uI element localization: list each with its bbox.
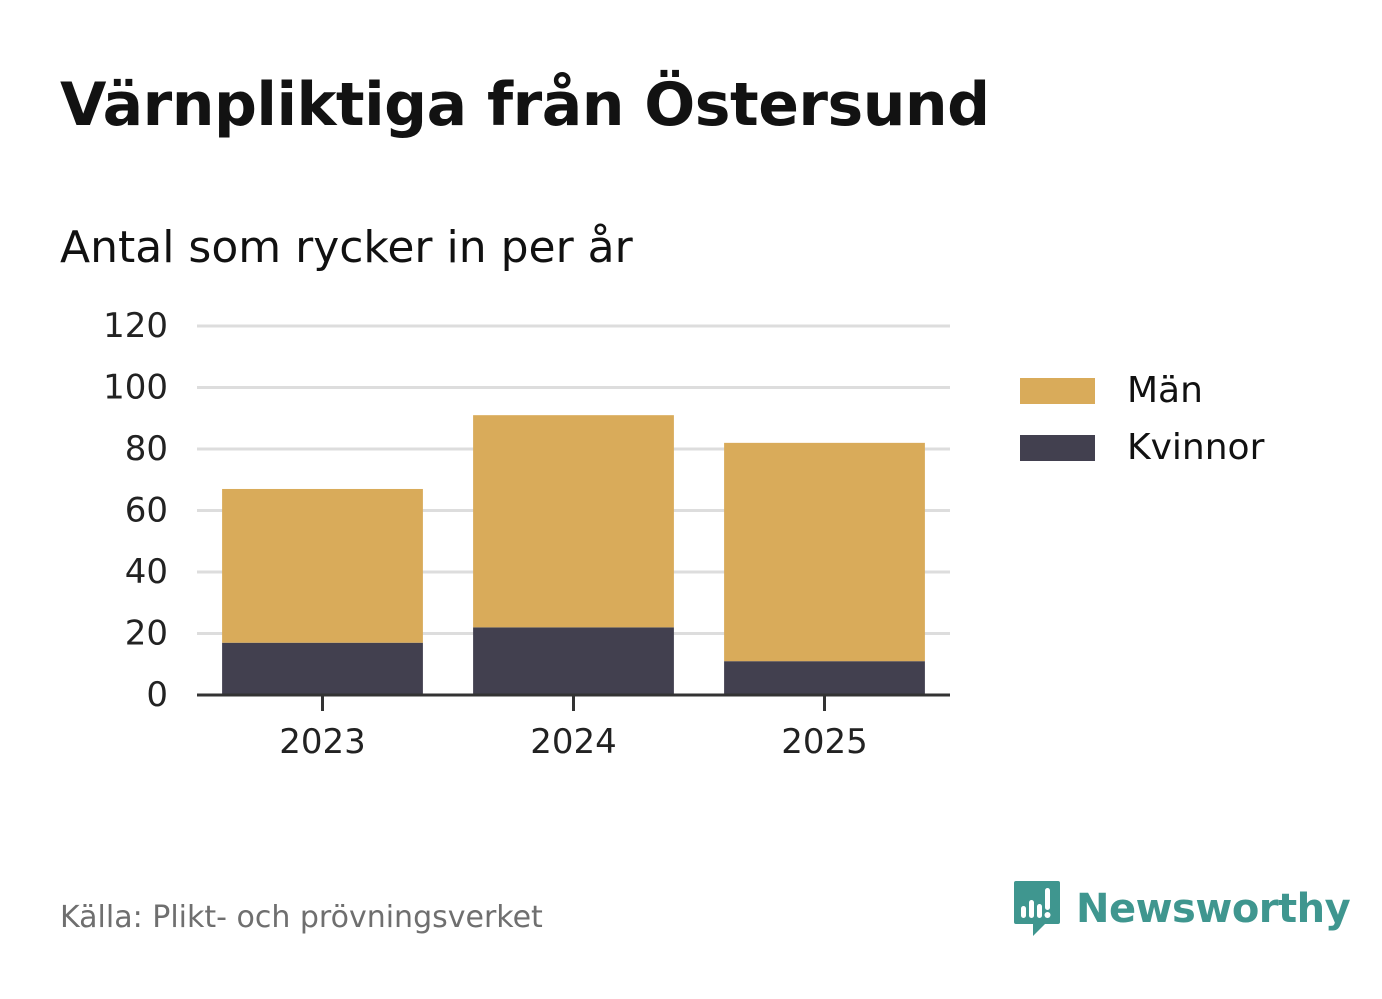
legend-swatch-man (1020, 377, 1095, 404)
y-tick-label-40: 40 (125, 552, 168, 592)
x-tick-label-2025: 2025 (781, 722, 868, 762)
bar-kvinnor-2024 (473, 627, 674, 695)
y-tick-label-80: 80 (125, 429, 168, 469)
bar-man-2025 (724, 442, 925, 662)
bar-man-2024 (473, 415, 674, 628)
legend-label-kvinnor: Kvinnor (1127, 427, 1265, 468)
y-tick-label-0: 0 (146, 675, 168, 715)
y-tick-label-20: 20 (125, 614, 168, 654)
chart-title: Värnpliktiga från Östersund (60, 70, 990, 140)
legend-item-man: Män (1020, 362, 1264, 419)
brand-logo[interactable]: Newsworthy (1012, 878, 1351, 940)
bar-kvinnor-2025 (724, 661, 925, 695)
bar-man-2023 (222, 488, 423, 643)
newsworthy-logo-icon (1014, 881, 1060, 936)
legend: Män Kvinnor (1020, 362, 1264, 476)
legend-label-man: Män (1127, 370, 1203, 411)
brand-name: Newsworthy (1076, 886, 1351, 932)
x-tick-label-2024: 2024 (530, 722, 617, 762)
legend-item-kvinnor: Kvinnor (1020, 419, 1264, 476)
y-tick-label-100: 100 (103, 368, 168, 408)
legend-swatch-kvinnor (1020, 434, 1095, 461)
source-note: Källa: Plikt- och prövningsverket (60, 900, 543, 935)
bar-kvinnor-2023 (222, 642, 423, 695)
y-tick-label-120: 120 (103, 306, 168, 346)
y-tick-label-60: 60 (125, 491, 168, 531)
x-tick-label-2023: 2023 (279, 722, 366, 762)
chart-subtitle: Antal som rycker in per år (60, 222, 633, 273)
